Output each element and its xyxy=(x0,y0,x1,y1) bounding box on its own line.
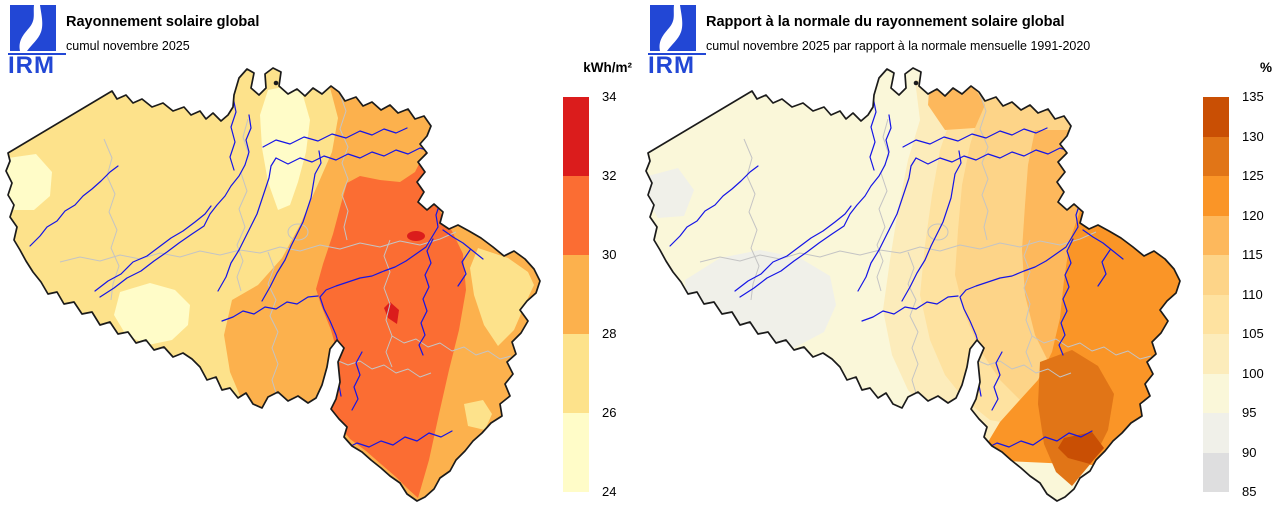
legend-tick-label: 26 xyxy=(602,405,617,420)
colorbar-segment xyxy=(1203,176,1229,216)
map-title: Rayonnement solaire global xyxy=(66,14,260,30)
legend-tick-label: 34 xyxy=(602,89,617,104)
logo-rule xyxy=(648,53,706,55)
panel-ratio-to-normal: IRM Rapport à la normale du rayonnement … xyxy=(640,0,1280,507)
panel-solar-radiation: IRM Rayonnement solaire global cumul nov… xyxy=(0,5,642,507)
region-fills-solar xyxy=(6,68,540,501)
legend-tick-label: 95 xyxy=(1242,405,1257,420)
legend-tick-label: 130 xyxy=(1242,128,1264,144)
colorbar-segment xyxy=(1203,373,1229,413)
irm-logo: IRM xyxy=(8,5,72,78)
irm-logo: IRM xyxy=(648,5,712,78)
colorbar-segment xyxy=(1203,255,1229,295)
colorbar-segment xyxy=(1203,334,1229,374)
legend-tick-label: 32 xyxy=(602,168,617,183)
legend-tick-label: 125 xyxy=(1242,168,1264,183)
colorbar-segment xyxy=(563,97,589,176)
map-subtitle: cumul novembre 2025 par rapport à la nor… xyxy=(706,39,1091,53)
legend-tick-label: 105 xyxy=(1242,326,1264,341)
logo-rule xyxy=(8,53,66,55)
legend-colorbar xyxy=(1203,97,1229,492)
legend-unit: % xyxy=(1259,60,1272,75)
legend-tick-label: 24 xyxy=(602,484,617,499)
irm-logo-text: IRM xyxy=(8,52,55,79)
irm-logo-icon xyxy=(10,5,56,51)
belgium-map-solar-radiation xyxy=(0,60,560,507)
colorbar-segment xyxy=(1203,97,1229,137)
map-subtitle: cumul novembre 2025 xyxy=(66,39,190,53)
legend-tick-label: 120 xyxy=(1242,207,1264,223)
legend-tick-label: 110 xyxy=(1242,286,1263,302)
legend-unit: kWh/m² xyxy=(583,60,632,75)
legend-colorbar xyxy=(563,97,589,492)
legend-ticks: 135 130 125 120 115 110 105 100 95 90 85 xyxy=(1242,89,1280,499)
belgium-map-ratio-to-normal xyxy=(640,60,1200,507)
legend-tick-label: 135 xyxy=(1242,89,1264,104)
irm-logo-text: IRM xyxy=(648,52,695,79)
irm-logo-icon xyxy=(650,5,696,51)
region-fills-ratio xyxy=(646,68,1180,501)
colorbar-segment xyxy=(1203,215,1229,255)
legend-tick-label: 90 xyxy=(1242,444,1257,460)
map-title: Rapport à la normale du rayonnement sola… xyxy=(706,14,1065,30)
legend-tick-label: 30 xyxy=(602,247,617,262)
colorbar-segment xyxy=(563,413,589,492)
legend-tick-label: 85 xyxy=(1242,484,1257,499)
legend-tick-label: 115 xyxy=(1242,247,1263,262)
legend-tick-label: 100 xyxy=(1242,365,1264,381)
legend-ticks: 34 32 30 28 26 24 xyxy=(602,89,642,499)
colorbar-segment xyxy=(1203,413,1229,453)
colorbar-segment xyxy=(1203,294,1229,334)
colorbar-segment xyxy=(1203,136,1229,176)
legend-tick-label: 28 xyxy=(602,326,617,341)
colorbar-segment xyxy=(563,255,589,334)
colorbar-segment xyxy=(563,334,589,413)
colorbar-segment xyxy=(1203,452,1229,492)
colorbar-segment xyxy=(563,176,589,255)
